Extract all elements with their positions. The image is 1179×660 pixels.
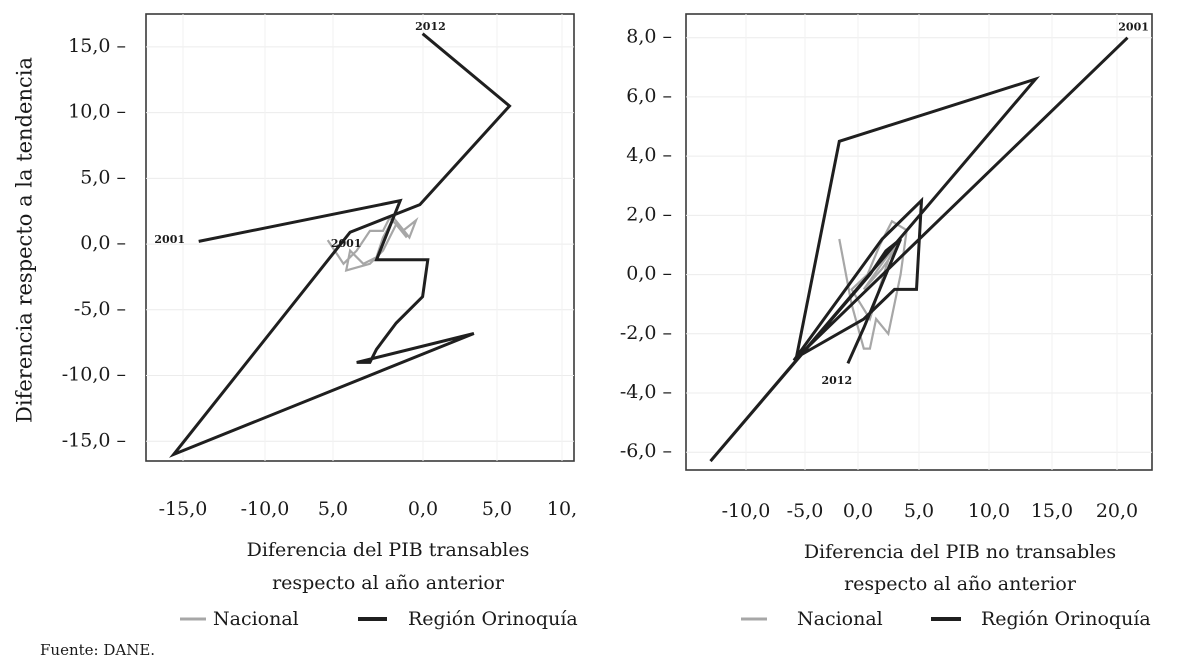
legend-label-orinoquia: Región Orinoquía bbox=[981, 608, 1151, 630]
x-tick-label: -15,0 bbox=[159, 498, 208, 520]
y-tick-label: -6,0 – bbox=[620, 440, 672, 462]
x-axis-label-line1: Diferencia del PIB no transables bbox=[804, 541, 1116, 563]
chart-no-transables: 8,0 – 6,0 – 4,0 – 2,0 – 0,0 – -2,0 – -4,0 – -6,… bbox=[620, 13, 1153, 630]
year-annotation: 2001 bbox=[1118, 20, 1149, 33]
x-tick-label: 15,0 bbox=[1031, 500, 1073, 522]
source-note: Fuente: DANE. bbox=[40, 641, 155, 659]
y-axis-label: Diferencia respecto a la tendencia bbox=[13, 57, 37, 423]
x-axis-label-line2: respecto al año anterior bbox=[272, 572, 505, 594]
legend: Nacional Región Orinoquía bbox=[180, 608, 578, 630]
x-tick-label: 5,0 bbox=[318, 498, 348, 520]
legend-label-nacional: Nacional bbox=[797, 608, 883, 630]
x-axis-label-line1: Diferencia del PIB transables bbox=[247, 539, 530, 561]
y-tick-label: 2,0 – bbox=[626, 203, 672, 225]
x-tick-label: 10,0 bbox=[968, 500, 1010, 522]
series-lines bbox=[168, 32, 512, 458]
y-tick-label: -15,0 – bbox=[62, 429, 126, 451]
series-lines bbox=[709, 36, 1129, 463]
x-tick-label: -5,0 bbox=[787, 500, 824, 522]
series-line-orinoquia bbox=[168, 32, 512, 458]
chart-transables: 15,0 – 10,0 – 5,0 – 0,0 – -5,0 – -10,0 – -15,0… bbox=[13, 13, 578, 630]
y-tick-label: 10,0 – bbox=[68, 101, 126, 123]
x-axis-label-line2: respecto al año anterior bbox=[844, 573, 1077, 595]
y-tick-labels: 15,0 – 10,0 – 5,0 – 0,0 – -5,0 – -10,0 – -15,0… bbox=[62, 35, 126, 451]
x-tick-label: 5,0 bbox=[482, 498, 512, 520]
x-tick-labels: -10,0 -5,0 0,0 5,0 10,0 15,0 20,0 bbox=[722, 500, 1139, 522]
annotations: 2001 2001 2012 bbox=[154, 20, 445, 250]
y-tick-label: 4,0 – bbox=[626, 144, 672, 166]
grid bbox=[146, 14, 574, 461]
y-tick-label: 6,0 – bbox=[626, 85, 672, 107]
x-tick-label: -10,0 bbox=[241, 498, 290, 520]
x-tick-label: 10, bbox=[547, 498, 577, 520]
y-tick-label: 8,0 – bbox=[626, 26, 672, 48]
legend: Nacional Región Orinoquía bbox=[741, 608, 1151, 630]
y-tick-label: -2,0 – bbox=[620, 322, 672, 344]
series-line-nacional bbox=[838, 219, 908, 350]
legend-label-orinoquia: Región Orinoquía bbox=[408, 608, 578, 630]
year-annotation: 2012 bbox=[415, 20, 446, 33]
series-line-orinoquia bbox=[709, 36, 1129, 463]
y-tick-label: 5,0 – bbox=[80, 166, 126, 188]
y-tick-label: -10,0 – bbox=[62, 364, 126, 386]
x-tick-label: 5,0 bbox=[904, 500, 934, 522]
y-tick-label: 0,0 – bbox=[80, 232, 126, 254]
y-tick-labels: 8,0 – 6,0 – 4,0 – 2,0 – 0,0 – -2,0 – -4,0 – -6,… bbox=[620, 26, 672, 463]
year-annotation: 2001 bbox=[154, 233, 185, 246]
y-tick-label: 15,0 – bbox=[68, 35, 126, 57]
x-tick-label: -10,0 bbox=[722, 500, 771, 522]
year-annotation: 2001 bbox=[331, 237, 362, 250]
x-tick-labels: -15,0 -10,0 5,0 0,0 5,0 10, bbox=[159, 498, 577, 520]
legend-label-nacional: Nacional bbox=[213, 608, 299, 630]
x-tick-label: 20,0 bbox=[1096, 500, 1138, 522]
y-tick-label: -4,0 – bbox=[620, 381, 672, 403]
x-tick-label: 0,0 bbox=[408, 498, 438, 520]
y-tick-label: 0,0 – bbox=[626, 263, 672, 285]
grid bbox=[686, 14, 1152, 470]
year-annotation: 2012 bbox=[822, 374, 853, 387]
annotations: 2001 2012 bbox=[822, 20, 1149, 387]
y-tick-label: -5,0 – bbox=[74, 298, 126, 320]
x-tick-label: 0,0 bbox=[843, 500, 873, 522]
